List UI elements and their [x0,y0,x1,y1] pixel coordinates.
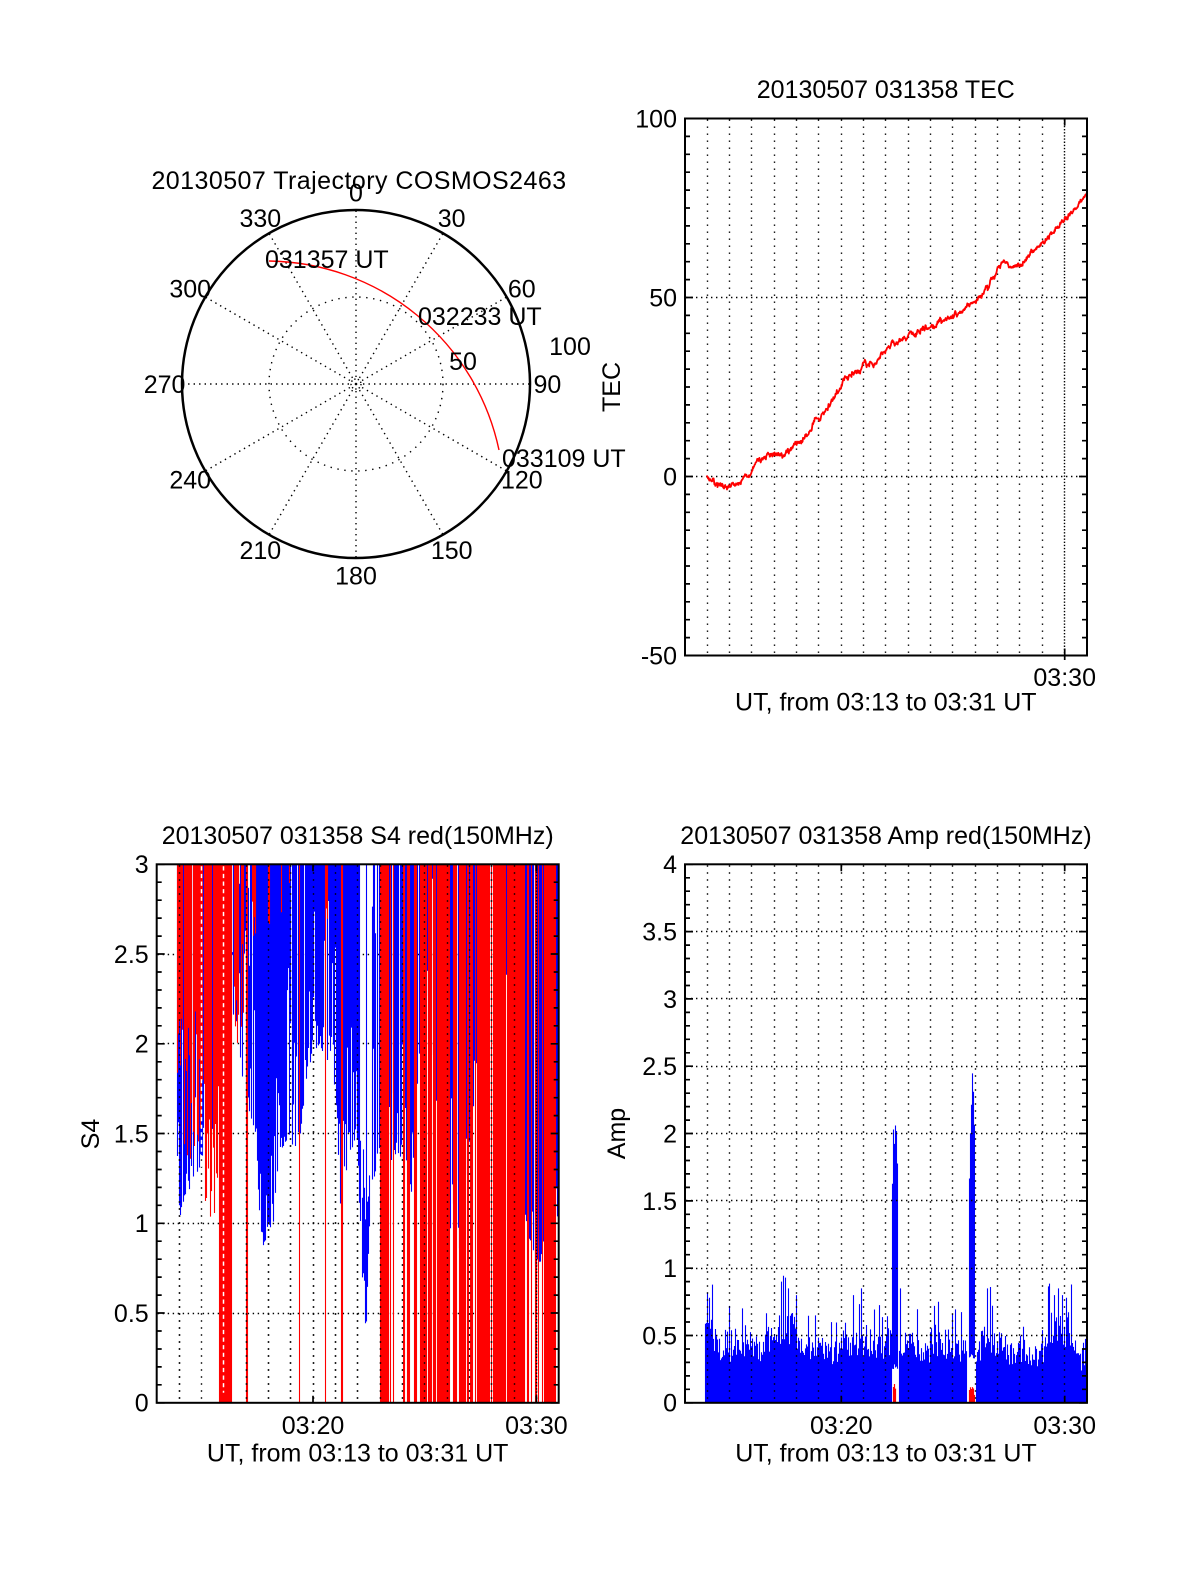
svg-text:150: 150 [431,537,473,565]
svg-text:3.5: 3.5 [642,919,677,947]
svg-text:1.5: 1.5 [114,1121,149,1149]
svg-text:2: 2 [663,1121,677,1149]
svg-text:180: 180 [335,562,377,590]
svg-text:03:30: 03:30 [1033,664,1096,692]
svg-text:100: 100 [549,333,591,361]
svg-text:100: 100 [635,105,677,133]
svg-text:1: 1 [663,1255,677,1283]
svg-text:300: 300 [169,275,211,303]
svg-text:03:20: 03:20 [810,1412,873,1440]
svg-text:03:30: 03:30 [505,1412,568,1440]
svg-text:3: 3 [135,851,149,879]
svg-text:03:20: 03:20 [282,1412,345,1440]
svg-text:2: 2 [135,1031,149,1059]
svg-text:Amp: Amp [603,1108,631,1159]
svg-text:3: 3 [663,986,677,1014]
svg-text:1: 1 [135,1210,149,1238]
svg-text:60: 60 [508,275,536,303]
svg-text:30: 30 [438,205,466,233]
svg-text:0: 0 [135,1390,149,1418]
svg-text:50: 50 [449,348,477,376]
svg-text:210: 210 [239,537,281,565]
svg-text:03:30: 03:30 [1033,1412,1096,1440]
svg-text:031357 UT: 031357 UT [265,246,389,274]
svg-text:1.5: 1.5 [642,1188,677,1216]
svg-text:033109 UT: 033109 UT [502,445,626,473]
svg-text:0: 0 [663,1390,677,1418]
svg-text:90: 90 [533,371,561,399]
svg-text:20130507 Trajectory COSMOS2463: 20130507 Trajectory COSMOS2463 [151,167,566,195]
svg-text:20130507 031358 S4 red(150MHz): 20130507 031358 S4 red(150MHz) [162,822,554,850]
svg-text:20130507 031358 Amp red(150MHz: 20130507 031358 Amp red(150MHz) [680,822,1091,850]
svg-text:4: 4 [663,851,677,879]
svg-text:UT, from 03:13 to 03:31 UT: UT, from 03:13 to 03:31 UT [207,1440,509,1468]
svg-text:0: 0 [349,180,363,208]
svg-text:UT, from 03:13 to 03:31 UT: UT, from 03:13 to 03:31 UT [735,689,1037,717]
svg-text:032233 UT: 032233 UT [418,303,542,331]
svg-text:-50: -50 [641,642,677,670]
svg-text:2.5: 2.5 [114,941,149,969]
svg-text:270: 270 [144,371,186,399]
svg-text:0.5: 0.5 [114,1300,149,1328]
svg-text:S4: S4 [77,1119,105,1150]
svg-text:330: 330 [239,205,281,233]
svg-text:UT, from 03:13 to 03:31 UT: UT, from 03:13 to 03:31 UT [735,1440,1037,1468]
svg-text:240: 240 [169,467,211,495]
svg-text:0: 0 [663,463,677,491]
svg-text:50: 50 [649,284,677,312]
svg-text:TEC: TEC [598,362,626,412]
svg-text:20130507 031358 TEC: 20130507 031358 TEC [757,76,1015,104]
svg-text:120: 120 [501,467,543,495]
svg-text:2.5: 2.5 [642,1053,677,1081]
svg-text:0.5: 0.5 [642,1322,677,1350]
